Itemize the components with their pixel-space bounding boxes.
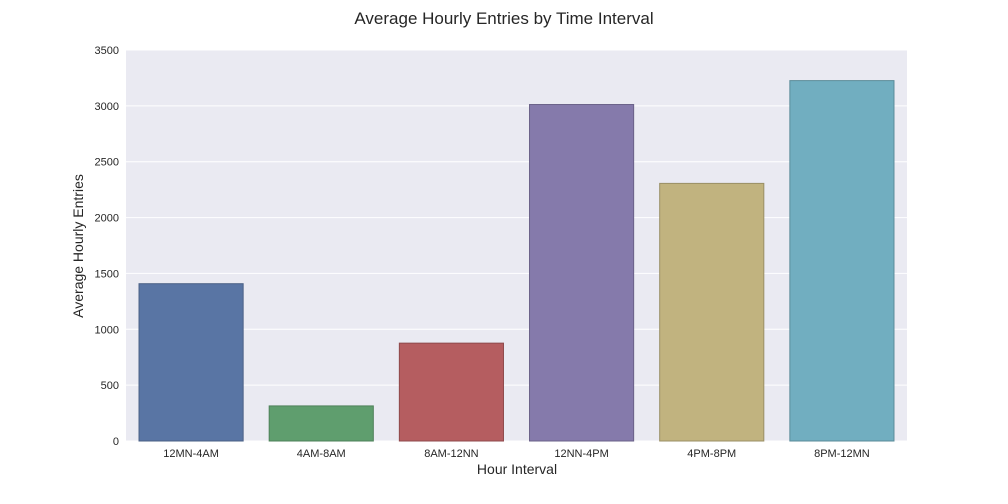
y-tick-label: 2500	[95, 157, 119, 169]
y-axis-label: Average Hourly Entries	[70, 174, 86, 318]
y-tick-label: 500	[101, 380, 119, 392]
bar-12MN-4AM	[138, 283, 244, 442]
y-tick-label: 3500	[95, 45, 119, 57]
x-tick-label: 12MN-4AM	[163, 448, 219, 460]
bar-4PM-8PM	[659, 182, 765, 442]
y-tick-label: 3000	[95, 101, 119, 113]
x-axis-label: Hour Interval	[477, 461, 557, 477]
y-tick-label: 1500	[95, 268, 119, 280]
bar-12NN-4PM	[529, 104, 635, 442]
bar-8AM-12NN	[398, 342, 504, 442]
y-tick-label: 1000	[95, 324, 119, 336]
x-tick-label: 8PM-12MN	[814, 448, 870, 460]
chart-title: Average Hourly Entries by Time Interval	[354, 9, 653, 28]
bars	[138, 80, 895, 442]
x-tick-label: 4AM-8AM	[297, 448, 346, 460]
bar-8PM-12MN	[789, 80, 895, 442]
gridlines	[126, 49, 907, 442]
y-tick-label: 0	[113, 436, 119, 448]
bar-4AM-8AM	[268, 405, 374, 442]
x-tick-label: 8AM-12NN	[424, 448, 478, 460]
y-tick-label: 2000	[95, 213, 119, 225]
plot-area	[126, 50, 907, 441]
x-tick-label: 4PM-8PM	[687, 448, 736, 460]
x-tick-labels: 12MN-4AM 4AM-8AM 8AM-12NN 12NN-4PM 4PM-8PM 8P…	[163, 448, 870, 460]
y-tick-labels: 0 500 1000 1500 2000 2500 3000 3500	[95, 45, 119, 448]
x-tick-label: 12NN-4PM	[554, 448, 608, 460]
